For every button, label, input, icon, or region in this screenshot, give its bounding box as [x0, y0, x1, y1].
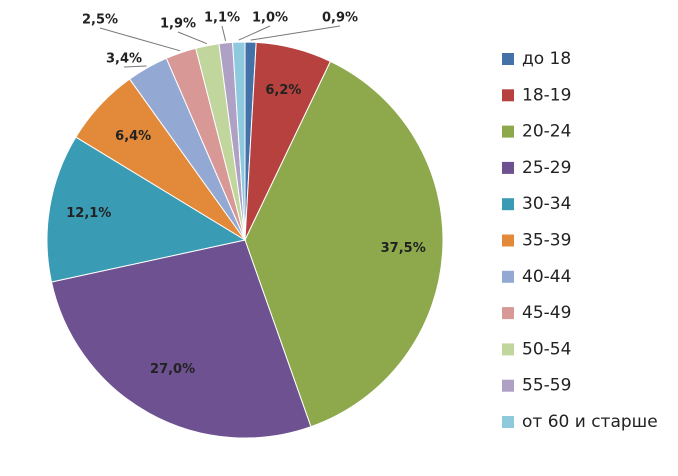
legend-label-2: 18-19 — [522, 85, 571, 105]
data-label-4: 27,0% — [150, 362, 195, 377]
data-label-5: 12,1% — [66, 206, 111, 221]
leader-line-10 — [221, 25, 227, 42]
data-labels: 0,9% 6,2% 37,5% 27,0% 12,1% 6,4% 3,4% 2,5% 1,9% 1… — [66, 11, 426, 378]
legend-label-7: 40-44 — [522, 267, 571, 287]
legend-label-11: от 60 и старше — [522, 412, 658, 432]
leader-line-9 — [177, 31, 208, 45]
data-label-9: 1,9% — [160, 17, 196, 32]
legend-swatch-6 — [502, 234, 514, 247]
legend-label-8: 45-49 — [522, 303, 571, 323]
data-label-11: 1,0% — [252, 11, 288, 26]
legend-swatch-2 — [502, 89, 514, 102]
legend-swatch-3 — [502, 125, 514, 138]
legend-swatch-7 — [502, 270, 514, 283]
legend-label-1: до 18 — [522, 49, 571, 69]
data-label-10: 1,1% — [204, 11, 240, 26]
legend-swatch-10 — [502, 379, 514, 392]
legend-label-4: 25-29 — [522, 158, 571, 178]
legend-swatch-8 — [502, 307, 514, 320]
data-label-3: 37,5% — [381, 241, 426, 256]
leader-line-8 — [99, 27, 181, 52]
pie-slice-4 — [50, 239, 312, 439]
legend-label-9: 50-54 — [522, 339, 571, 359]
leader-line-1 — [250, 25, 341, 41]
leader-line-11 — [238, 25, 271, 41]
legend-swatch-5 — [502, 198, 514, 211]
pie-slices — [46, 41, 444, 439]
data-label-7: 3,4% — [106, 52, 142, 67]
legend-swatch-4 — [502, 161, 514, 174]
legend-label-5: 30-34 — [522, 194, 571, 214]
data-label-1: 0,9% — [322, 11, 358, 26]
data-label-8: 2,5% — [82, 13, 118, 28]
pie-slice-5 — [46, 136, 247, 283]
legend-swatch-9 — [502, 343, 514, 356]
data-label-2: 6,2% — [265, 83, 301, 98]
legend-swatch-1 — [502, 53, 514, 65]
legend: до 18 18-19 20-24 25-29 30-34 35-39 40-44 45-49… — [502, 49, 658, 432]
pie-slice-11 — [232, 41, 246, 241]
legend-label-10: 55-59 — [522, 376, 571, 396]
legend-label-6: 35-39 — [522, 231, 571, 251]
data-label-6: 6,4% — [115, 129, 151, 144]
pie-slice-3 — [244, 60, 444, 428]
leader-line-7 — [123, 65, 147, 68]
legend-swatch-11 — [502, 416, 514, 428]
legend-label-3: 20-24 — [522, 122, 571, 142]
